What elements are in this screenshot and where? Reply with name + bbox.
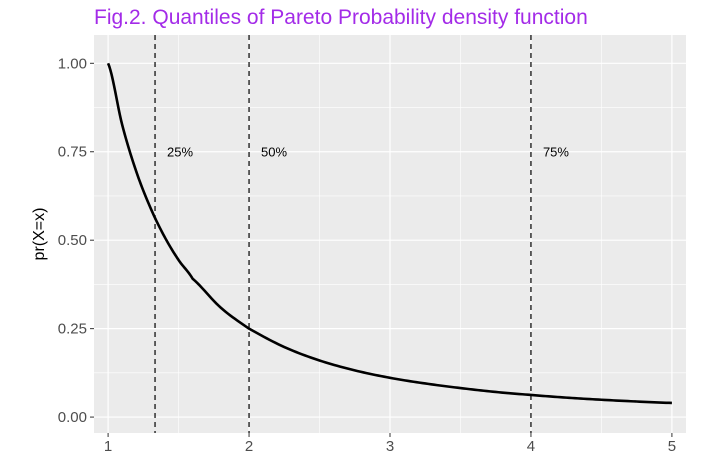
x-tick-label: 1 <box>104 438 112 455</box>
chart-title: Fig.2. Quantiles of Pareto Probability d… <box>94 6 588 29</box>
y-axis-title: pr(X=x) <box>31 208 48 261</box>
y-tick-label: 0.25 <box>58 321 87 338</box>
quantile-label: 50% <box>261 145 287 160</box>
quantile-lines <box>154 35 532 433</box>
quantile-label: 25% <box>167 145 193 160</box>
y-axis: 0.00 0.25 0.50 0.75 1.00 <box>58 55 94 426</box>
x-tick-label: 2 <box>245 438 253 455</box>
x-tick-label: 5 <box>668 438 676 455</box>
quantile-label: 75% <box>543 145 569 160</box>
x-tick-label: 4 <box>527 438 535 455</box>
y-tick-label: 0.00 <box>58 409 87 426</box>
y-tick-label: 1.00 <box>58 55 87 72</box>
x-tick-label: 3 <box>386 438 394 455</box>
x-axis: 1 2 3 4 5 <box>104 433 676 455</box>
quantile-labels: 25% 50% 75% <box>167 145 569 160</box>
y-tick-label: 0.50 <box>58 232 87 249</box>
y-tick-label: 0.75 <box>58 144 87 161</box>
